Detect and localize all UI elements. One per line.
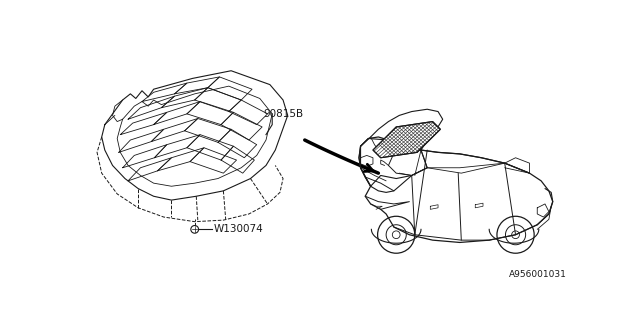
Polygon shape xyxy=(373,122,440,158)
Text: W130074: W130074 xyxy=(213,224,263,234)
Text: 90815B: 90815B xyxy=(264,109,304,119)
Text: A956001031: A956001031 xyxy=(509,270,566,279)
